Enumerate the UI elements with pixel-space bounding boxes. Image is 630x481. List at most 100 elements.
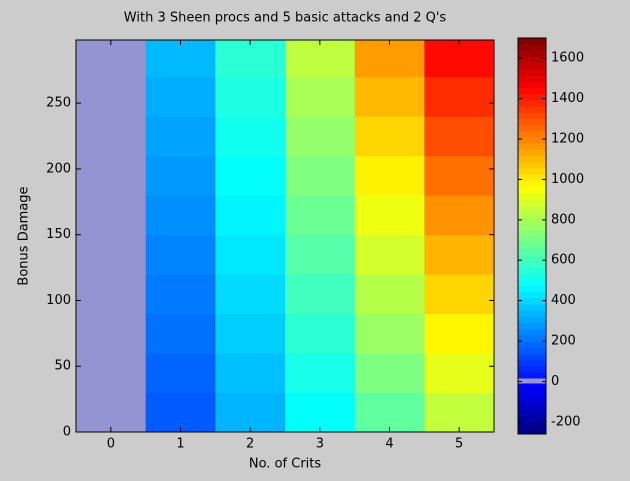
- colorbar-step: [518, 50, 546, 58]
- y-tick-label: 0: [63, 425, 71, 440]
- heatmap-cell: [145, 234, 216, 275]
- heatmap-cell: [424, 116, 494, 157]
- heatmap-cell: [285, 234, 356, 275]
- colorbar-step: [518, 365, 546, 373]
- colorbar-step: [518, 124, 546, 132]
- colorbar-step: [518, 254, 546, 262]
- heatmap-cell: [285, 392, 356, 432]
- heatmap-cell: [145, 353, 216, 394]
- heatmap-cell: [424, 155, 494, 196]
- chart-title: With 3 Sheen procs and 5 basic attacks a…: [124, 11, 447, 26]
- colorbar-step: [518, 347, 546, 355]
- colorbar-step: [518, 211, 546, 218]
- colorbar-tick-label: 800: [551, 212, 576, 227]
- colorbar-tick-label: 0: [551, 374, 559, 389]
- heatmap-cell: [145, 274, 216, 315]
- heatmap-cell: [424, 313, 494, 354]
- colorbar-step: [518, 335, 546, 342]
- colorbar-step: [518, 217, 546, 225]
- colorbar-tick-label: 1000: [551, 172, 584, 187]
- colorbar-frame: [517, 37, 547, 435]
- x-tick-label: 2: [246, 437, 254, 452]
- colorbar-tick-label: -200: [551, 414, 581, 429]
- heatmap-cell: [145, 116, 216, 157]
- colorbar-step: [518, 403, 546, 410]
- x-tick-label: 3: [316, 437, 324, 452]
- colorbar-step: [518, 396, 546, 404]
- colorbar-step: [518, 62, 546, 70]
- heatmap-cell: [424, 76, 494, 117]
- x-tick-label: 5: [455, 437, 463, 452]
- heatmap-cell: [424, 392, 494, 432]
- colorbar-step: [518, 285, 546, 293]
- heatmap-cell: [215, 116, 286, 157]
- heatmap-cell: [76, 392, 147, 432]
- heatmap-cell: [354, 313, 425, 354]
- colorbar-step: [518, 149, 546, 157]
- colorbar-step: [518, 328, 546, 336]
- colorbar-step: [518, 316, 546, 324]
- heatmap-cell: [145, 76, 216, 117]
- colorbar-step: [518, 75, 546, 82]
- colorbar-step: [518, 192, 546, 200]
- colorbar-step: [518, 205, 546, 212]
- heatmap-cell: [145, 155, 216, 196]
- colorbar-step: [518, 56, 546, 64]
- colorbar-step: [518, 291, 546, 299]
- heatmap-cell: [354, 392, 425, 432]
- heatmap-cell: [285, 313, 356, 354]
- heatmap-cell: [424, 274, 494, 315]
- heatmap-cell: [145, 313, 216, 354]
- heatmap-cell: [424, 353, 494, 394]
- x-tick-label: 4: [385, 437, 393, 452]
- colorbar-step: [518, 273, 546, 280]
- heatmap-cell: [354, 195, 425, 236]
- heatmap-cell: [76, 40, 147, 78]
- colorbar-step: [518, 341, 546, 348]
- heatmap-cell: [354, 274, 425, 315]
- y-tick-label: 250: [46, 96, 71, 111]
- colorbar-step: [518, 180, 546, 187]
- colorbar-step: [518, 359, 546, 367]
- colorbar-step: [518, 106, 546, 113]
- y-tick-label: 100: [46, 293, 71, 308]
- colorbar: -200 0 200 400 600 800 1000 1200 1400 1600: [517, 37, 584, 435]
- colorbar-tick-label: 400: [551, 293, 576, 308]
- colorbar-step: [518, 38, 546, 45]
- colorbar-step: [518, 68, 546, 76]
- y-tick-label: 150: [46, 227, 71, 242]
- heatmap-cell: [215, 234, 286, 275]
- colorbar-step: [518, 427, 546, 435]
- heatmap-cell: [354, 155, 425, 196]
- colorbar-step: [518, 372, 546, 379]
- heatmap-cell: [145, 195, 216, 236]
- heatmap-cells: [76, 40, 494, 432]
- colorbar-tick-label: 1600: [551, 51, 584, 66]
- colorbar-step: [518, 198, 546, 206]
- colorbar-step: [518, 99, 546, 107]
- colorbar-step: [518, 384, 546, 392]
- x-tick-label: 1: [176, 437, 184, 452]
- heatmap-cell: [76, 313, 147, 354]
- heatmap-cell: [285, 40, 356, 78]
- colorbar-tick-label: 200: [551, 334, 576, 349]
- colorbar-step: [518, 130, 546, 138]
- colorbar-tick-label: 600: [551, 253, 576, 268]
- colorbar-step: [518, 112, 546, 119]
- colorbar-step: [518, 409, 546, 416]
- heatmap-cell: [215, 353, 286, 394]
- colorbar-step: [518, 322, 546, 330]
- colorbar-step: [518, 137, 546, 144]
- colorbar-step: [518, 167, 546, 175]
- colorbar-step: [518, 223, 546, 231]
- colorbar-step: [518, 87, 546, 95]
- colorbar-step: [518, 143, 546, 150]
- colorbar-step: [518, 118, 546, 126]
- heatmap-cell: [215, 76, 286, 117]
- colorbar-step: [518, 310, 546, 317]
- heatmap-cell: [215, 40, 286, 78]
- colorbar-step: [518, 353, 546, 361]
- colorbar-step: [518, 390, 546, 398]
